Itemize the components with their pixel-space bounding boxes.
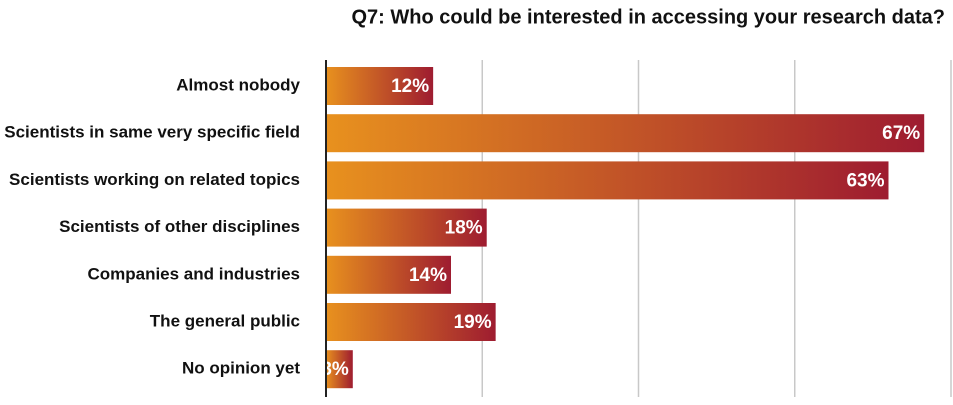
bar <box>326 67 434 105</box>
y-tick-label: Companies and industries <box>87 264 300 283</box>
value-label: 14% <box>409 265 447 286</box>
bar <box>326 255 451 294</box>
value-label: 67% <box>882 123 920 144</box>
y-tick-label: Almost nobody <box>176 75 300 94</box>
bar <box>326 303 496 341</box>
chart-title: Q7: Who could be interested in accessing… <box>352 6 946 28</box>
value-label: 3% <box>321 359 349 380</box>
value-label: 19% <box>454 312 492 333</box>
y-tick-label: Scientists in same very specific field <box>4 123 300 142</box>
value-label: 12% <box>391 76 429 97</box>
y-tick-label: No opinion yet <box>182 359 300 378</box>
bar <box>326 161 889 200</box>
bar <box>326 208 487 247</box>
bar <box>326 350 353 389</box>
value-label: 18% <box>445 218 483 239</box>
y-tick-label: The general public <box>150 311 300 330</box>
y-tick-label: Scientists working on related topics <box>9 170 300 189</box>
bar <box>326 114 925 153</box>
y-tick-label: Scientists of other disciplines <box>59 217 300 236</box>
value-label: 63% <box>846 170 884 191</box>
